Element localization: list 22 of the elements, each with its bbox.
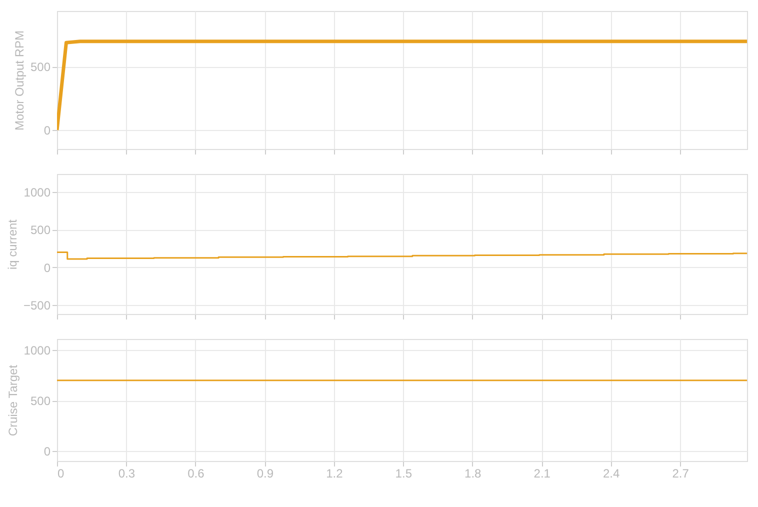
x-tick-label: 2.7: [672, 466, 690, 480]
y-axis-title: iq current: [5, 218, 20, 270]
x-tick-label: 0.6: [188, 466, 205, 480]
x-tick-label: 1.8: [464, 466, 482, 480]
y-axis-title: Motor Output RPM: [12, 30, 26, 131]
x-tick-label: 0.3: [118, 466, 136, 480]
y-axis-title: Cruise Target: [6, 364, 20, 436]
x-tick-label: 0: [58, 466, 64, 480]
y-tick-label: 0: [44, 260, 51, 275]
y-tick-label: 500: [30, 394, 51, 408]
y-tick-label: 1000: [24, 344, 51, 358]
x-tick-label: 2.4: [603, 466, 620, 480]
x-tick-label: 1.2: [326, 466, 344, 480]
x-tick-label: 1.5: [395, 466, 412, 480]
x-tick-label: 2.1: [534, 466, 551, 480]
y-tick-label: 500: [30, 223, 51, 238]
y-tick-label: −500: [23, 298, 51, 312]
y-tick-label: 0: [44, 444, 51, 458]
y-tick-label: 0: [44, 124, 51, 138]
y-tick-label: 1000: [24, 186, 51, 200]
y-tick-label: 500: [30, 60, 51, 74]
x-tick-label: 0.9: [256, 466, 274, 480]
